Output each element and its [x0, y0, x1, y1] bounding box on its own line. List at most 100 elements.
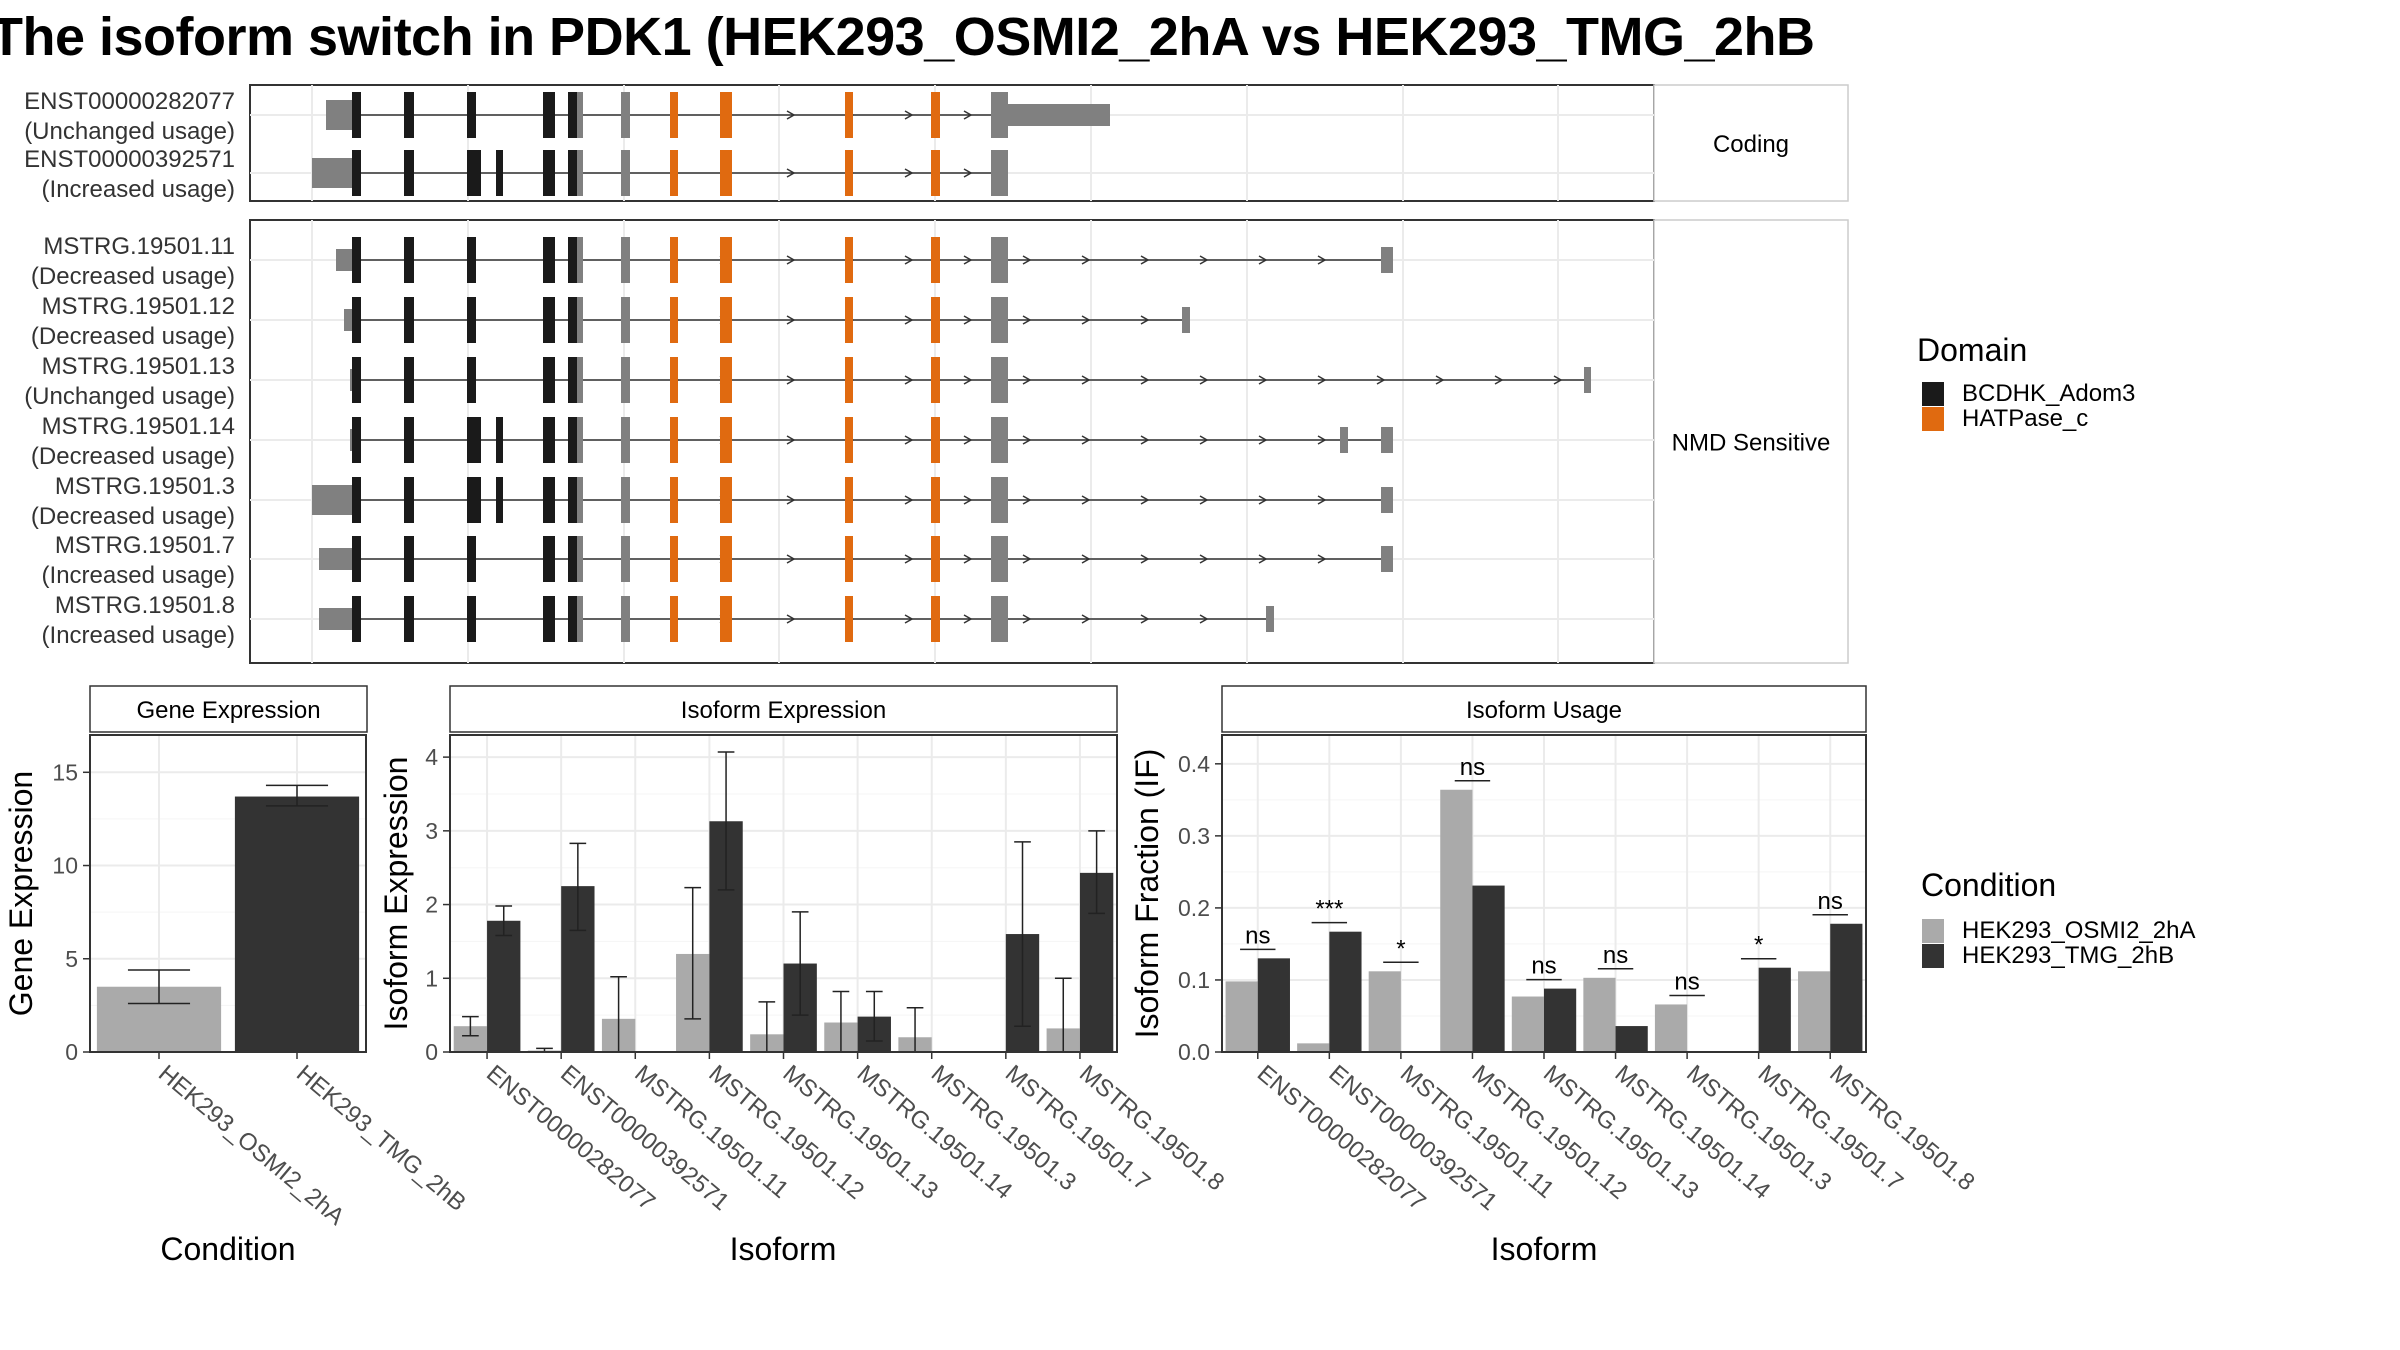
- transcript-model: [319, 536, 1393, 582]
- domain-exon-hatpase: [845, 596, 853, 642]
- exon: [577, 150, 583, 196]
- intron-arrow: [1258, 255, 1268, 265]
- significance-label: *: [1754, 932, 1763, 959]
- domain-exon-bcdhk: [467, 596, 476, 642]
- significance-label: ns: [1674, 968, 1699, 995]
- exon: [621, 237, 630, 283]
- domain-exon-hatpase: [845, 150, 853, 196]
- legend-swatch: [1922, 382, 1944, 406]
- intron-arrow: [963, 435, 973, 445]
- transcript-model: [326, 92, 1110, 138]
- domain-exon-hatpase: [670, 237, 678, 283]
- y-tick-label: 0.3: [1178, 823, 1210, 849]
- utr-exon: [991, 162, 1008, 184]
- exon: [577, 297, 583, 343]
- utr-exon: [336, 249, 356, 271]
- plot-border: [89, 734, 367, 1053]
- transcript-status-label: (Unchanged usage): [24, 118, 235, 145]
- facet-strip-label: NMD Sensitive: [1672, 430, 1831, 457]
- bar: [1758, 967, 1791, 1052]
- domain-exon-hatpase: [931, 596, 940, 642]
- bar: [1257, 958, 1290, 1052]
- exon: [577, 477, 583, 523]
- domain-exon-hatpase: [845, 237, 853, 283]
- exon: [1182, 307, 1190, 333]
- y-tick-label: 0.2: [1178, 895, 1210, 921]
- transcript-name-label: MSTRG.19501.12: [42, 293, 235, 320]
- y-tick-label: 0: [425, 1039, 438, 1065]
- intron-arrow: [1140, 495, 1150, 505]
- bar: [1472, 885, 1505, 1052]
- exon: [577, 536, 583, 582]
- domain-exon-bcdhk: [496, 417, 503, 463]
- domain-exon-bcdhk: [352, 297, 361, 343]
- exon: [1340, 427, 1348, 453]
- significance-label: *: [1396, 935, 1405, 962]
- domain-exon-hatpase: [931, 237, 940, 283]
- exon: [577, 237, 583, 283]
- domain-exon-bcdhk: [568, 297, 577, 343]
- transcript-status-label: (Increased usage): [42, 176, 235, 203]
- transcript-status-label: (Increased usage): [42, 562, 235, 589]
- exon: [1584, 367, 1591, 393]
- y-tick-label: 5: [65, 946, 78, 972]
- intron-arrow: [786, 255, 796, 265]
- bar: [1544, 988, 1577, 1052]
- intron-arrow: [904, 614, 914, 624]
- legend-label: HEK293_TMG_2hB: [1962, 942, 2175, 969]
- intron-arrow: [1199, 255, 1209, 265]
- intron-arrow: [1022, 495, 1032, 505]
- intron-arrow: [963, 168, 973, 178]
- legend-domain-item-hatpase: HATPase_c: [1922, 405, 2088, 433]
- exon: [1266, 606, 1274, 632]
- domain-exon-bcdhk: [467, 536, 476, 582]
- exon: [991, 357, 1008, 403]
- domain-exon-bcdhk: [543, 150, 555, 196]
- exon: [1381, 487, 1393, 513]
- intron-arrow: [786, 495, 796, 505]
- domain-exon-bcdhk: [476, 477, 481, 523]
- bar: [1511, 996, 1544, 1052]
- facet-strip-label: Coding: [1713, 131, 1789, 158]
- exon: [991, 477, 1008, 523]
- domain-exon-bcdhk: [543, 357, 555, 403]
- domain-exon-bcdhk: [568, 417, 577, 463]
- exon: [991, 237, 1008, 283]
- intron-arrow: [786, 168, 796, 178]
- domain-exon-bcdhk: [467, 417, 476, 463]
- transcript-name-label: MSTRG.19501.3: [55, 473, 235, 500]
- domain-exon-bcdhk: [467, 297, 476, 343]
- y-axis-title: Isoform Expression: [378, 757, 414, 1031]
- significance-label: ns: [1245, 922, 1270, 949]
- utr-exon: [319, 548, 352, 570]
- intron-arrow: [963, 614, 973, 624]
- facet-panel: [249, 219, 1655, 664]
- exon: [621, 536, 630, 582]
- exon: [621, 357, 630, 403]
- domain-exon-bcdhk: [568, 150, 577, 196]
- x-axis-title: Condition: [160, 1231, 295, 1267]
- transcript-name-label: ENST00000392571: [24, 146, 235, 173]
- intron-arrow: [1376, 375, 1386, 385]
- bar: [1615, 1026, 1648, 1052]
- domain-exon-hatpase: [720, 237, 732, 283]
- error-bar: [569, 842, 587, 932]
- x-axis-title: Isoform: [730, 1231, 837, 1267]
- domain-exon-hatpase: [670, 417, 678, 463]
- domain-exon-hatpase: [720, 297, 732, 343]
- domain-exon-bcdhk: [467, 92, 476, 138]
- domain-exon-hatpase: [670, 596, 678, 642]
- intron-arrow: [1081, 495, 1091, 505]
- legend-label: HATPase_c: [1962, 405, 2089, 432]
- intron-arrow: [963, 110, 973, 120]
- intron-arrow: [904, 495, 914, 505]
- intron-arrow: [1435, 375, 1445, 385]
- utr-exon: [312, 485, 352, 515]
- error-bar: [717, 751, 735, 891]
- intron-arrow: [1081, 255, 1091, 265]
- domain-exon-hatpase: [720, 477, 732, 523]
- domain-exon-hatpase: [720, 536, 732, 582]
- domain-exon-bcdhk: [352, 477, 361, 523]
- y-tick-label: 10: [52, 853, 78, 879]
- domain-exon-hatpase: [931, 150, 940, 196]
